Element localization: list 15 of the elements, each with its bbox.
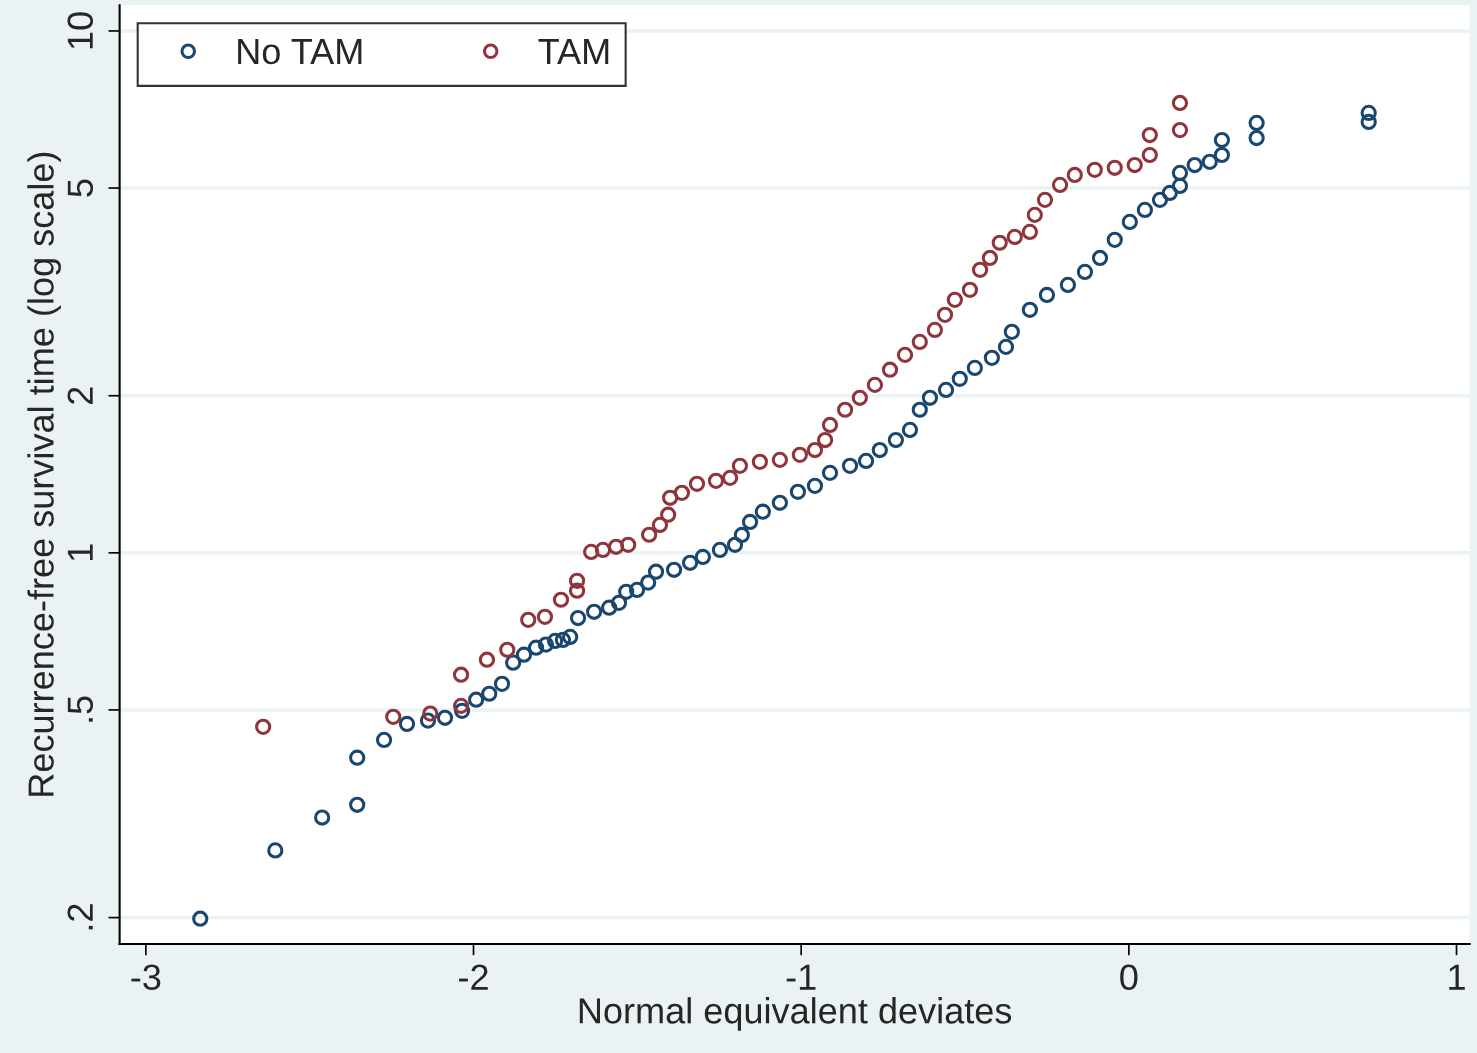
y-tick-label: .2 bbox=[67, 904, 93, 930]
x-tick-label: -2 bbox=[459, 964, 488, 990]
y-axis-title: Recurrence-free survival time (log scale) bbox=[27, 152, 61, 796]
legend-label: TAM bbox=[538, 39, 609, 64]
x-tick-label: 0 bbox=[1120, 964, 1138, 990]
y-tick-label: .5 bbox=[67, 696, 94, 722]
x-tick-label: -1 bbox=[786, 964, 816, 990]
x-axis-title: Normal equivalent deviates bbox=[579, 997, 1012, 1031]
legend-label: No TAM bbox=[238, 39, 362, 65]
y-tick-label: 1 bbox=[67, 544, 93, 561]
y-tick-label: 5 bbox=[67, 179, 94, 197]
x-tick-label: 1 bbox=[1449, 964, 1465, 990]
y-tick-label: 2 bbox=[67, 387, 93, 404]
y-tick-label: 10 bbox=[67, 12, 94, 49]
x-tick-label: -3 bbox=[131, 964, 161, 990]
